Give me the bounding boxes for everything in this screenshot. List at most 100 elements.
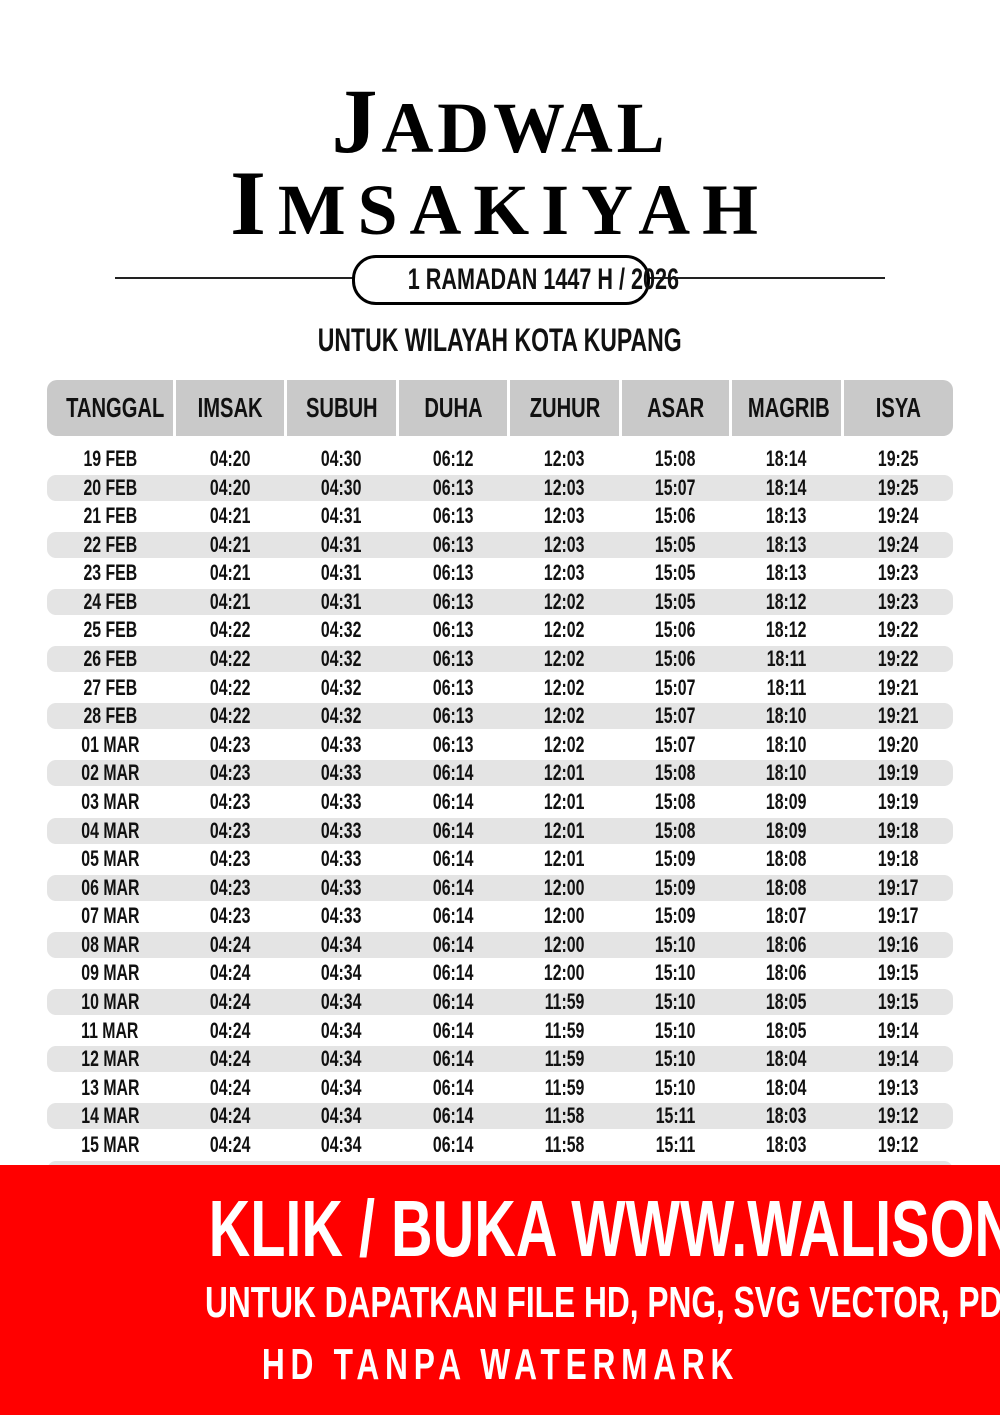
cell-text: 06:14 [432, 817, 474, 843]
cell-magrib: 18:13 [732, 503, 841, 529]
cell-text: 04:34 [321, 1046, 362, 1072]
cell-subuh: 04:32 [287, 646, 396, 672]
cell-subuh: 04:34 [287, 960, 396, 986]
cell-magrib: 18:06 [732, 960, 841, 986]
cell-magrib: 18:14 [732, 475, 841, 501]
cell-text: 04:32 [321, 646, 362, 672]
cell-text: 19:23 [878, 588, 919, 614]
cell-imsak: 04:24 [176, 1103, 284, 1129]
cell-text: 02 MAR [80, 760, 140, 786]
cell-magrib: 18:10 [732, 732, 841, 758]
cell-text: 15 MAR [80, 1131, 140, 1157]
cell-isya: 19:16 [844, 932, 953, 958]
banner-note: HD TANPA WATERMARK [0, 1340, 1000, 1390]
table-row: 26 FEB 04:22 04:32 06:13 12:02 15:06 18:11 19:2… [47, 646, 953, 673]
cell-text: 06:13 [432, 588, 474, 614]
table-row: 22 FEB 04:21 04:31 06:13 12:03 15:05 18:13 19:2… [47, 531, 953, 558]
cell-zuhur: 12:01 [510, 846, 619, 872]
cell-imsak: 04:23 [176, 903, 284, 929]
cell-text: 15:08 [655, 760, 696, 786]
cell-text: 19:18 [878, 846, 919, 872]
cell-text: 04:24 [209, 1017, 251, 1043]
cell-text: 06:14 [432, 1017, 474, 1043]
cell-text: 04:33 [321, 903, 362, 929]
header-label: SUBUH [305, 392, 378, 423]
cell-zuhur: 12:02 [510, 617, 619, 643]
cell-isya: 19:15 [844, 960, 953, 986]
cell-text: 11:58 [544, 1103, 585, 1129]
table-row: 04 MAR 04:23 04:33 06:14 12:01 15:08 18:09 19:1… [47, 817, 953, 844]
table-row: 14 MAR 04:24 04:34 06:14 11:58 15:11 18:03 19:1… [47, 1103, 953, 1130]
cell-zuhur: 12:02 [510, 703, 619, 729]
cell-asar: 15:08 [622, 789, 729, 815]
cell-text: 12 MAR [80, 1046, 140, 1072]
cell-magrib: 18:12 [732, 589, 841, 615]
cell-text: 18:04 [766, 1074, 807, 1100]
cell-asar: 15:10 [622, 1018, 729, 1044]
header-label: ISYA [875, 392, 922, 423]
table-row: 02 MAR 04:23 04:33 06:14 12:01 15:08 18:10 19:1… [47, 760, 953, 787]
cell-text: 19:22 [878, 617, 919, 643]
cell-duha: 06:13 [399, 646, 507, 672]
cell-text: 06:14 [432, 903, 474, 929]
cell-text: 18:12 [766, 617, 807, 643]
cell-subuh: 04:31 [287, 560, 396, 586]
promo-banner[interactable]: KLIK / BUKA WWW.WALISONGO.CO.ID UNTUK DA… [0, 1165, 1000, 1415]
cell-text: 12:00 [544, 931, 585, 957]
cell-isya: 19:21 [844, 675, 953, 701]
cell-text: 04:22 [209, 646, 251, 672]
table-row: 06 MAR 04:23 04:33 06:14 12:00 15:09 18:08 19:1… [47, 874, 953, 901]
cell-subuh: 04:34 [287, 1046, 396, 1072]
cell-text: 08 MAR [80, 931, 140, 957]
cell-text: 19:16 [878, 931, 919, 957]
cell-zuhur: 11:59 [510, 1018, 619, 1044]
cell-asar: 15:08 [622, 760, 729, 786]
cell-duha: 06:14 [399, 1046, 507, 1072]
cell-isya: 19:17 [844, 903, 953, 929]
cell-text: 04:30 [321, 474, 362, 500]
cell-zuhur: 12:02 [510, 589, 619, 615]
cell-text: 15:07 [655, 474, 696, 500]
cell-subuh: 04:33 [287, 732, 396, 758]
banner-line-1[interactable]: KLIK / BUKA WWW.WALISONGO.CO.ID [208, 1184, 1000, 1273]
cell-asar: 15:08 [622, 446, 729, 472]
cell-imsak: 04:23 [176, 875, 284, 901]
cell-text: 19:21 [878, 703, 919, 729]
cell-text: 11:59 [544, 1074, 585, 1100]
cell-text: 04:24 [209, 989, 251, 1015]
cell-duha: 06:13 [399, 675, 507, 701]
cell-text: 06:14 [432, 931, 474, 957]
cell-imsak: 04:23 [176, 818, 284, 844]
cell-text: 18:11 [766, 646, 807, 672]
cell-asar: 15:05 [622, 589, 729, 615]
header-label: MAGRIB [747, 392, 830, 423]
cell-text: 04:33 [321, 817, 362, 843]
cell-text: 04:22 [209, 703, 251, 729]
cell-text: 19:25 [878, 446, 919, 471]
banner-link-text[interactable]: KLIK / BUKA WWW.WALISONGO.CO.ID [0, 1183, 1000, 1275]
cell-asar: 15:05 [622, 560, 729, 586]
cell-magrib: 18:09 [732, 818, 841, 844]
cell-isya: 19:14 [844, 1018, 953, 1044]
cell-subuh: 04:33 [287, 846, 396, 872]
cell-duha: 06:13 [399, 732, 507, 758]
cell-text: 15:06 [655, 617, 696, 643]
cell-text: 18:09 [766, 788, 807, 814]
cell-text: 15:07 [655, 674, 696, 700]
cell-zuhur: 12:02 [510, 732, 619, 758]
cell-text: 06:13 [432, 674, 474, 700]
cell-asar: 15:06 [622, 503, 729, 529]
cell-text: 04:23 [209, 874, 251, 900]
cell-tanggal: 15 MAR [47, 1132, 173, 1158]
cell-text: 04 MAR [80, 817, 140, 843]
cell-zuhur: 12:03 [510, 560, 619, 586]
cell-text: 13 MAR [80, 1074, 140, 1100]
cell-text: 04:23 [209, 760, 251, 786]
cell-duha: 06:13 [399, 617, 507, 643]
cell-isya: 19:24 [844, 532, 953, 558]
cell-isya: 19:22 [844, 646, 953, 672]
cell-text: 06:14 [432, 1074, 474, 1100]
cell-text: 15:05 [655, 588, 696, 614]
cell-asar: 15:07 [622, 475, 729, 501]
